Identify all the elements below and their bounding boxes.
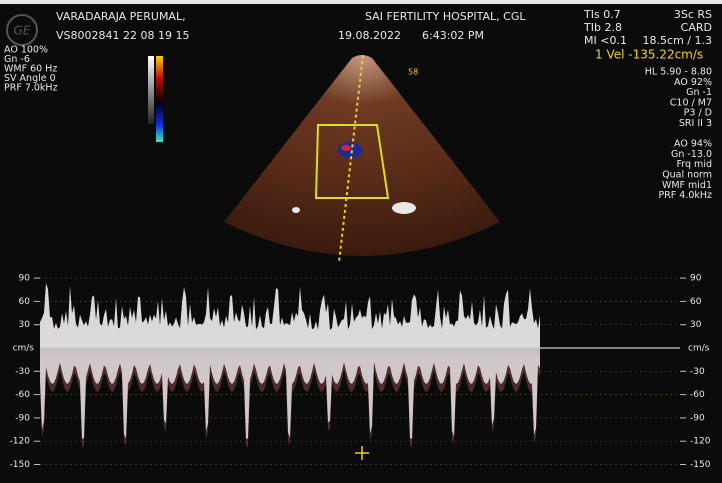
tick-label: 60 (690, 297, 702, 307)
top-right-param: CARD (681, 21, 712, 34)
caliper (355, 446, 369, 460)
tick-label: 30 (19, 320, 31, 330)
right-param: Gn -13.0 (671, 149, 712, 160)
right-param: Qual norm (662, 170, 712, 181)
date: 19.08.2022 (338, 29, 401, 42)
hospital: SAI FERTILITY HOSPITAL, CGL (365, 10, 526, 23)
top-right-param: 3Sc RS (674, 8, 712, 21)
left-param: PRF 7.0kHz (4, 83, 58, 94)
tick-label: -90 (690, 413, 705, 423)
spectrum-negative (40, 348, 540, 439)
right-param: P3 / D (684, 108, 712, 119)
cursor-line (338, 54, 364, 263)
gray-bar (148, 56, 154, 124)
top-border (0, 0, 722, 4)
echo-spot (292, 207, 300, 213)
tick-label: 90 (690, 274, 702, 284)
tick-label: -60 (15, 390, 30, 400)
logo-text: GE (14, 24, 31, 38)
b-mode-sector (224, 55, 500, 256)
tick-label: 30 (690, 320, 702, 330)
tick-label: -120 (10, 437, 31, 447)
spectrum: 90 90 60 60 30 30 -30 -30 -60 -60 -90 -90 -120 -120 -1… (10, 274, 711, 470)
right-param: AO 94% (674, 139, 712, 150)
top-right-param: TIs 0.7 (583, 8, 621, 21)
left-param: SV Angle 0 (4, 73, 56, 84)
spectrum-positive (40, 282, 540, 348)
sector-label: 58 (408, 68, 418, 77)
left-param: Gn -6 (4, 54, 30, 65)
echo-spot (392, 202, 416, 214)
right-param: Frq mid (677, 159, 713, 170)
unit-label: cm/s (688, 344, 710, 354)
right-param: Gn -1 (686, 87, 712, 98)
right-param: C10 / M7 (670, 97, 712, 108)
top-right-param: TIb 2.8 (583, 21, 622, 34)
logo (6, 14, 38, 46)
tick-label: -150 (10, 460, 31, 470)
right-param: AO 92% (674, 77, 712, 88)
left-param: WMF 60 Hz (4, 64, 57, 75)
tick-label: -30 (15, 367, 30, 377)
tick-label: 90 (19, 274, 31, 284)
tick-label: -60 (690, 390, 705, 400)
patient-id: VS8002841 22 08 19 15 (56, 29, 189, 42)
right-param: PRF 4.0kHz (658, 190, 712, 201)
top-right-param: MI <0.1 (584, 34, 627, 47)
right-param: WMF mid1 (662, 180, 712, 191)
time: 6:43:02 PM (422, 29, 484, 42)
top-right-param: 18.5cm / 1.3 (643, 34, 712, 47)
flow-blue (338, 142, 362, 158)
color-bar (156, 56, 163, 142)
flow-red (341, 145, 351, 151)
measurement: 1 Vel -135.22cm/s (595, 48, 703, 62)
tick-label: -120 (690, 437, 711, 447)
tick-label: -90 (15, 413, 30, 423)
unit-label: cm/s (13, 344, 35, 354)
tick-label: 60 (19, 297, 31, 307)
tick-label: -30 (690, 367, 705, 377)
sample-box (314, 124, 390, 199)
tick-label: -150 (690, 460, 711, 470)
left-param: AO 100% (4, 45, 48, 56)
right-param: HL 5.90 - 8.80 (645, 67, 712, 78)
patient-name: VARADARAJA PERUMAL, (56, 10, 186, 23)
right-param: SRI II 3 (679, 118, 712, 129)
